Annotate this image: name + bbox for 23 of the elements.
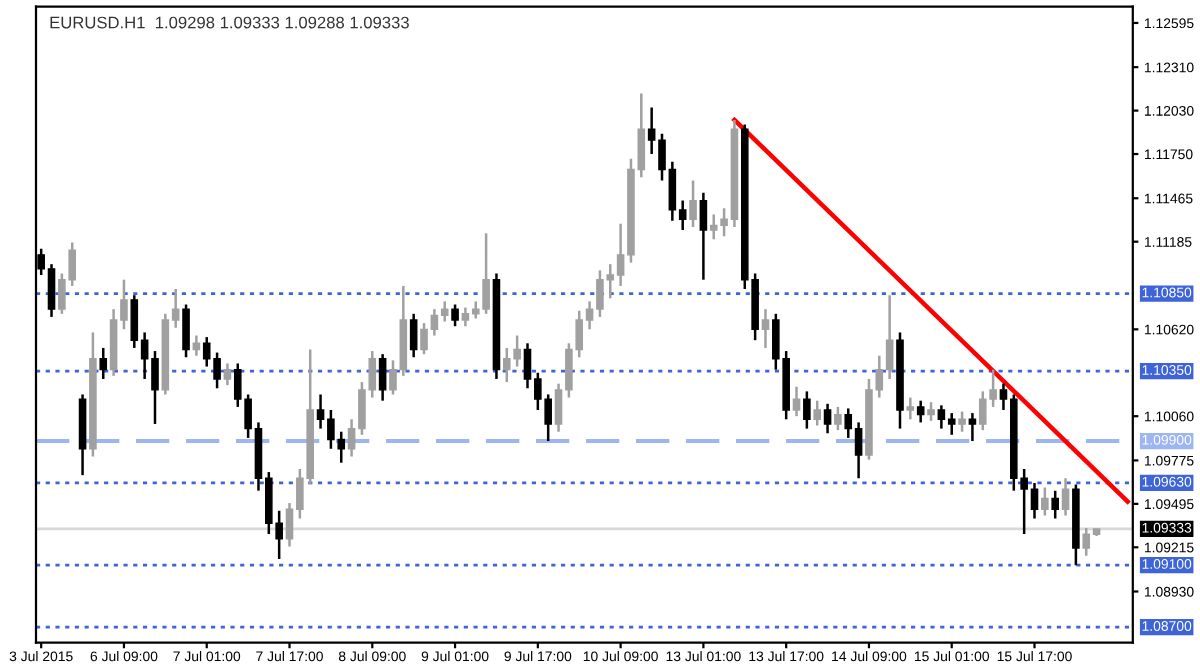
chart-title: EURUSD.H1 1.09298 1.09333 1.09288 1.09333 <box>50 16 409 29</box>
candlestick <box>803 390 811 430</box>
candlestick <box>451 303 459 328</box>
candlestick <box>792 385 801 418</box>
candlestick <box>1041 486 1049 517</box>
candlestick <box>823 402 832 435</box>
candlestick <box>968 411 977 443</box>
candlestick <box>834 405 842 432</box>
candlestick <box>958 410 966 433</box>
candlestick <box>813 399 822 427</box>
candlestick <box>1061 477 1070 517</box>
candlestick <box>409 312 418 359</box>
candlestick <box>182 303 190 359</box>
candlestick <box>223 362 232 387</box>
candlestick <box>906 396 915 421</box>
candlestick <box>761 307 770 350</box>
candlestick <box>378 352 387 402</box>
candlestick <box>927 400 935 423</box>
candlestick <box>1051 489 1059 520</box>
candlestick <box>689 179 697 229</box>
candlestick <box>699 191 708 281</box>
candlestick <box>99 346 108 381</box>
candlestick <box>916 399 925 424</box>
